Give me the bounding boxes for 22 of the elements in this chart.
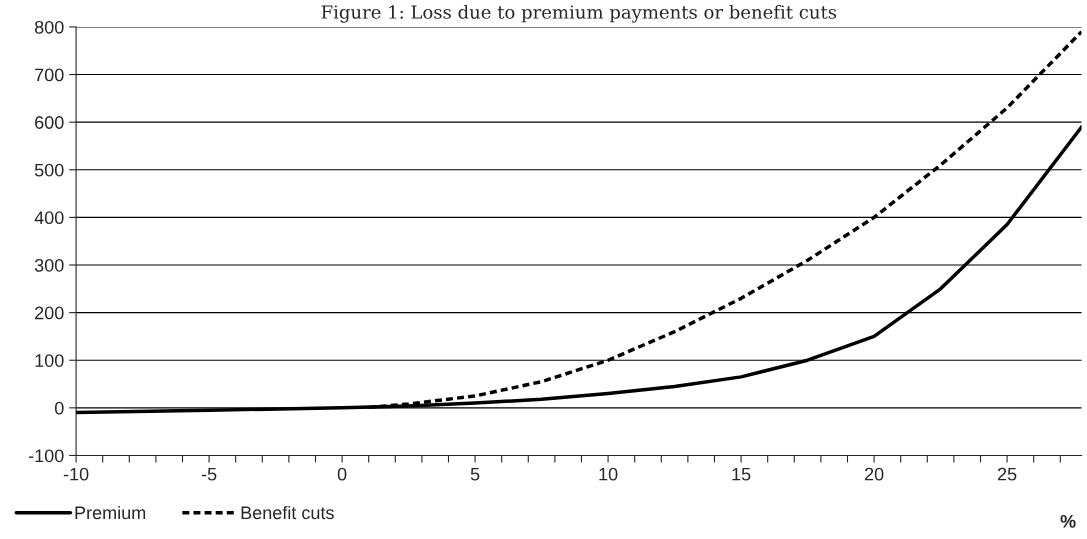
y-tick-label: 100 [35,354,64,367]
x-tick-label: 20 [864,467,884,481]
y-tick-label: 600 [35,116,64,129]
y-tick-label: -100 [28,449,64,463]
y-tick-label: 300 [34,258,64,272]
y-tick-label: 0 [54,401,64,415]
x-tick-label: -5 [201,467,217,481]
y-tick-label: 200 [35,306,64,320]
x-tick-label: 15 [732,467,751,481]
chart-title: Figure 1: Loss due to premium payments or benefit cuts [321,4,837,23]
x-tick-label: -10 [63,467,89,481]
x-tick-label: 10 [599,467,618,481]
y-tick-label: 800 [34,20,64,34]
x-tick-label: 25 [997,467,1017,481]
legend-label: Benefit cuts [241,505,334,520]
x-tick-label: 5 [470,467,480,481]
x-axis-title: % [1060,514,1076,528]
legend-label: Premium [75,505,146,520]
y-tick-label: 400 [34,211,64,225]
y-tick-label: 700 [35,68,64,82]
y-tick-label: 500 [34,163,64,177]
x-tick-label: 0 [337,467,347,481]
